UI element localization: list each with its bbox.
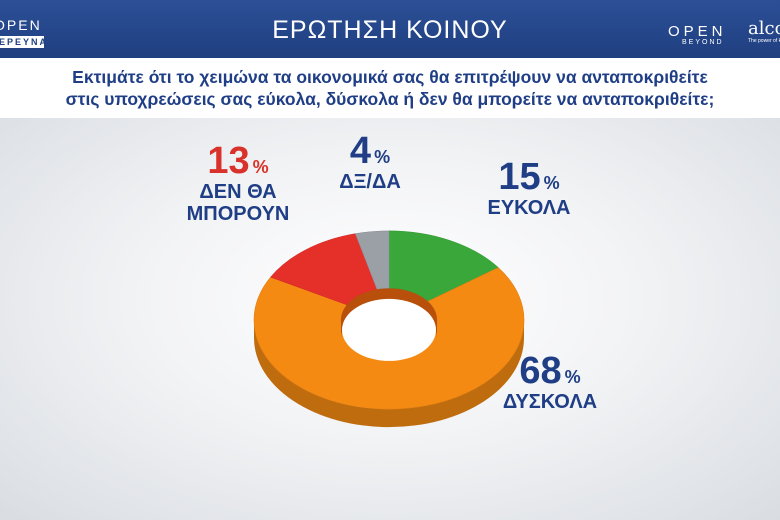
open-beyond-logo: OPEN BEYOND xyxy=(668,24,727,46)
logo-alco-tagline: The power of knowing xyxy=(748,38,780,44)
question-line-2: στις υποχρεώσεις σας εύκολα, δύσκολα ή δ… xyxy=(65,89,715,109)
label-easy-unit: % xyxy=(543,173,560,193)
label-easy-value: 15 xyxy=(498,156,541,198)
label-easy-name: ΕΥΚΟΛΑ xyxy=(487,197,571,219)
label-difficult-name: ΔΥΣΚΟΛΑ xyxy=(502,391,598,413)
logo-right-bottom: BEYOND xyxy=(682,39,724,46)
logo-right-top: OPEN xyxy=(668,23,727,40)
label-difficult-unit: % xyxy=(564,367,581,387)
donut-sides xyxy=(254,320,524,428)
logo-left-top: OPEN xyxy=(0,18,42,33)
donut-top xyxy=(253,230,525,410)
label-difficult: 68% ΔΥΣΚΟΛΑ xyxy=(490,352,610,412)
label-cannot-name-1: ΔΕΝ ΘΑ xyxy=(199,181,277,203)
label-cannot: 13% ΔΕΝ ΘΑ ΜΠΟΡΟΥΝ xyxy=(178,142,298,224)
label-cannot-value: 13 xyxy=(207,140,250,182)
header-bar xyxy=(0,0,780,58)
label-dkna: 4% ΔΞ/ΔΑ xyxy=(330,132,410,192)
page-title: ΕΡΩΤΗΣΗ ΚΟΙΝΟΥ xyxy=(272,16,508,44)
question-box: Εκτιμάτε ότι το χειμώνα τα οικονομικά σα… xyxy=(0,58,780,118)
alco-logo: alco The power of knowing xyxy=(748,20,780,44)
donut-inner-wall xyxy=(341,288,437,338)
donut-hole xyxy=(342,298,436,361)
label-difficult-value: 68 xyxy=(519,350,562,392)
label-easy: 15% ΕΥΚΟΛΑ xyxy=(474,158,584,218)
label-dkna-unit: % xyxy=(374,147,391,167)
open-erevna-logo: OPEN ΕΡΕΥΝΑ xyxy=(0,18,44,48)
donut-side-1 xyxy=(254,320,524,428)
label-dkna-value: 4 xyxy=(349,130,372,172)
label-dkna-name: ΔΞ/ΔΑ xyxy=(339,171,401,193)
label-cannot-name-2: ΜΠΟΡΟΥΝ xyxy=(186,203,290,225)
question-line-1: Εκτιμάτε ότι το χειμώνα τα οικονομικά σα… xyxy=(72,67,708,87)
label-cannot-unit: % xyxy=(252,157,269,177)
logo-alco-text: alco xyxy=(748,20,780,39)
logo-left-bottom: ΕΡΕΥΝΑ xyxy=(0,36,44,48)
